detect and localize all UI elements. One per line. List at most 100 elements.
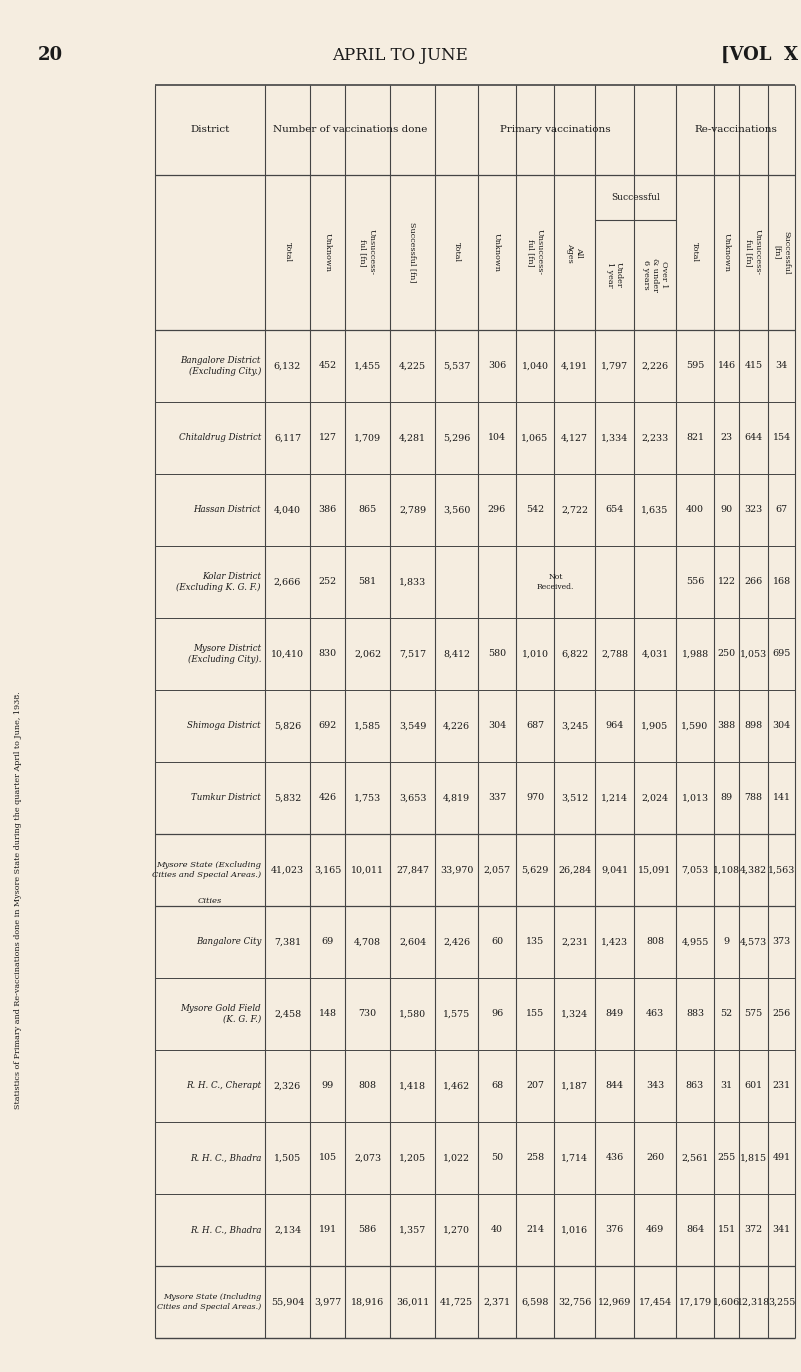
Text: Shimoga District: Shimoga District [187,722,261,730]
Text: [VOL  X: [VOL X [722,47,799,64]
Text: 1,580: 1,580 [399,1010,426,1018]
Text: 4,281: 4,281 [399,434,426,443]
Text: Not
Received.: Not Received. [537,573,574,590]
Text: 41,725: 41,725 [440,1298,473,1306]
Text: 808: 808 [646,937,664,947]
Text: 386: 386 [318,505,336,514]
Text: 3,653: 3,653 [399,793,426,803]
Text: 41,023: 41,023 [271,866,304,874]
Text: 34: 34 [775,361,787,370]
Text: 7,053: 7,053 [682,866,709,874]
Text: 1,010: 1,010 [521,649,549,659]
Text: 2,226: 2,226 [642,361,669,370]
Text: Under
1 year: Under 1 year [606,262,623,288]
Text: 2,134: 2,134 [274,1225,301,1235]
Text: 10,410: 10,410 [271,649,304,659]
Text: 2,057: 2,057 [484,866,510,874]
Text: 3,245: 3,245 [561,722,588,730]
Text: 730: 730 [358,1010,376,1018]
Text: 2,233: 2,233 [642,434,669,443]
Text: 575: 575 [744,1010,763,1018]
Text: Unsuccess-
ful [fn]: Unsuccess- ful [fn] [359,229,376,276]
Text: 1,635: 1,635 [642,505,669,514]
Text: R. H. C., Bhadra: R. H. C., Bhadra [190,1225,261,1235]
Text: Unsuccess-
ful [fn]: Unsuccess- ful [fn] [745,229,762,276]
Text: 5,537: 5,537 [443,361,470,370]
Text: 15,091: 15,091 [638,866,671,874]
Text: 2,371: 2,371 [484,1298,510,1306]
Text: 644: 644 [744,434,763,443]
Text: 542: 542 [526,505,544,514]
Text: 5,296: 5,296 [443,434,470,443]
Text: 2,024: 2,024 [642,793,669,803]
Text: Bangalore District
(Excluding City.): Bangalore District (Excluding City.) [180,357,261,376]
Text: 4,955: 4,955 [682,937,709,947]
Text: 1,797: 1,797 [601,361,628,370]
Text: 2,426: 2,426 [443,937,470,947]
Text: Total: Total [284,243,292,262]
Text: 1,214: 1,214 [601,793,628,803]
Text: 4,226: 4,226 [443,722,470,730]
Text: 586: 586 [358,1225,376,1235]
Text: 376: 376 [606,1225,624,1235]
Text: 6,822: 6,822 [561,649,588,659]
Text: Over 1
& under
6 years: Over 1 & under 6 years [642,258,668,292]
Text: District: District [191,125,230,134]
Text: Mysore State (Excluding
Cities and Special Areas.): Mysore State (Excluding Cities and Speci… [152,862,261,878]
Text: Successful: Successful [611,193,660,202]
Text: R. H. C., Bhadra: R. H. C., Bhadra [190,1154,261,1162]
Text: 1,423: 1,423 [601,937,628,947]
Text: 306: 306 [488,361,506,370]
Text: 207: 207 [526,1081,544,1091]
Text: 388: 388 [718,722,735,730]
Text: 1,187: 1,187 [561,1081,588,1091]
Text: 1,462: 1,462 [443,1081,470,1091]
Text: 556: 556 [686,578,704,586]
Text: 1,709: 1,709 [354,434,381,443]
Text: 296: 296 [488,505,506,514]
Text: 1,418: 1,418 [399,1081,426,1091]
Text: 1,590: 1,590 [682,722,709,730]
Text: Mysore District
(Excluding City).: Mysore District (Excluding City). [187,645,261,664]
Text: 6,132: 6,132 [274,361,301,370]
Text: 7,517: 7,517 [399,649,426,659]
Text: 231: 231 [772,1081,791,1091]
Text: 373: 373 [772,937,791,947]
Text: 1,357: 1,357 [399,1225,426,1235]
Text: Primary vaccinations: Primary vaccinations [500,125,611,134]
Text: R. H. C., Cherapt: R. H. C., Cherapt [186,1081,261,1091]
Text: 151: 151 [718,1225,735,1235]
Text: 135: 135 [526,937,544,947]
Text: 155: 155 [526,1010,544,1018]
Text: 830: 830 [319,649,336,659]
Text: 4,573: 4,573 [740,937,767,947]
Text: 580: 580 [488,649,506,659]
Text: 214: 214 [526,1225,544,1235]
Text: 141: 141 [772,793,791,803]
Text: 146: 146 [718,361,735,370]
Text: 256: 256 [772,1010,791,1018]
Text: 10,011: 10,011 [351,866,384,874]
Text: 12,318: 12,318 [737,1298,770,1306]
Text: 808: 808 [359,1081,376,1091]
Text: Unknown: Unknown [723,233,731,272]
Text: Unsuccess-
ful [fn]: Unsuccess- ful [fn] [526,229,544,276]
Text: 601: 601 [744,1081,763,1091]
Text: 1,065: 1,065 [521,434,549,443]
Text: 31: 31 [720,1081,733,1091]
Text: 7,381: 7,381 [274,937,301,947]
Text: 581: 581 [358,578,376,586]
Text: 898: 898 [744,722,763,730]
Text: 191: 191 [319,1225,336,1235]
Text: 90: 90 [720,505,733,514]
Text: 964: 964 [606,722,624,730]
Text: 2,561: 2,561 [682,1154,709,1162]
Text: 343: 343 [646,1081,664,1091]
Text: 341: 341 [772,1225,791,1235]
Text: Chitaldrug District: Chitaldrug District [179,434,261,443]
Text: 1,022: 1,022 [443,1154,470,1162]
Text: 250: 250 [718,649,735,659]
Text: 33,970: 33,970 [440,866,473,874]
Text: 55,904: 55,904 [271,1298,304,1306]
Text: 96: 96 [491,1010,503,1018]
